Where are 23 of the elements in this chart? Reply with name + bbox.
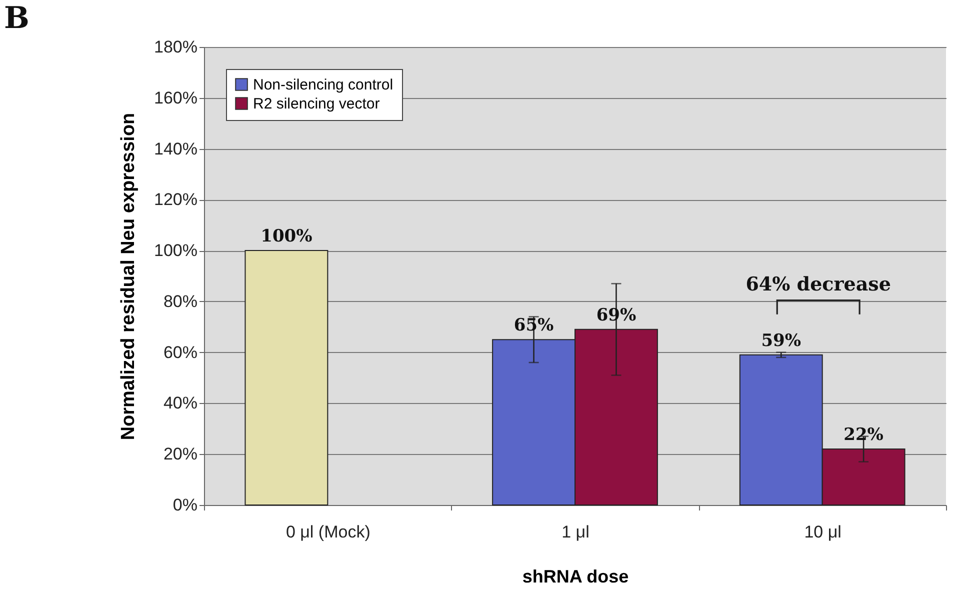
y-tick-label: 40% — [163, 394, 198, 413]
x-tick-label: 10 μl — [804, 522, 842, 542]
legend-label: R2 silencing vector — [253, 96, 380, 112]
y-tick-label: 0% — [172, 496, 198, 514]
y-axis-title: Normalized residual Neu expression — [118, 112, 140, 440]
chart-title: B — [4, 1, 30, 36]
x-tick-label: 1 μl — [562, 522, 590, 542]
y-tick-label: 80% — [163, 292, 198, 311]
bar — [244, 250, 328, 506]
y-tick-label: 20% — [163, 444, 198, 464]
data-label: 100% — [260, 226, 312, 247]
y-tick-label: 100% — [154, 241, 198, 260]
y-tick-label: 160% — [154, 88, 198, 108]
y-tick-label: 120% — [154, 190, 198, 210]
y-tick-label: 140% — [154, 139, 198, 158]
y-tick-label: 60% — [163, 342, 198, 362]
data-label: 22% — [844, 425, 884, 446]
y-tick-label: 180% — [154, 38, 198, 56]
annotation: 64% decrease — [746, 273, 891, 296]
x-axis-title: shRNA dose — [522, 566, 629, 586]
legend-label: Non-silencing control — [253, 76, 394, 94]
x-tick-label: 0 μl (Mock) — [286, 522, 370, 542]
data-label: 59% — [761, 330, 802, 351]
